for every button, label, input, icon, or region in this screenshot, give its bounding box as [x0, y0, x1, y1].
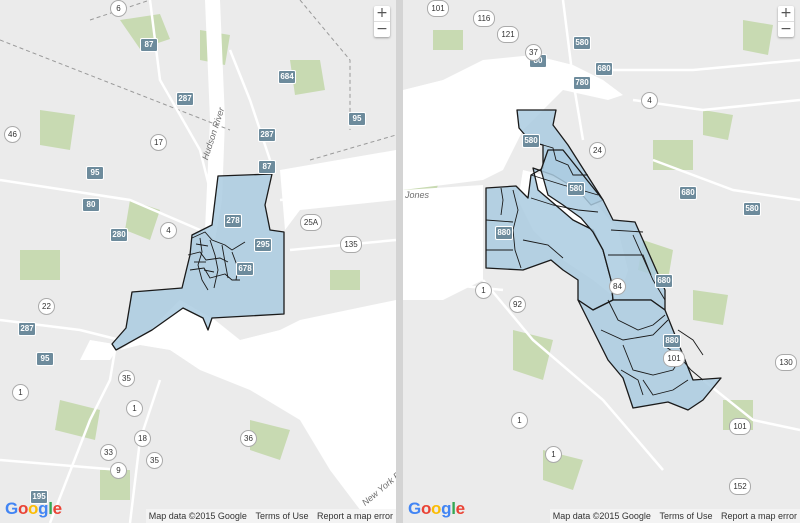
map-canvas-left [0, 0, 396, 523]
route-marker: 101 [427, 0, 449, 17]
route-marker: 18 [134, 430, 151, 447]
interstate-shield: 95 [348, 112, 366, 126]
zoom-control: + − [374, 6, 390, 37]
terms-of-use-link[interactable]: Terms of Use [659, 511, 713, 521]
interstate-shield: 880 [663, 334, 681, 348]
map-new-york[interactable]: Hudson River New York B 87 684 287 287 9… [0, 0, 396, 523]
route-marker: 9 [110, 462, 127, 479]
interstate-shield: 680 [679, 186, 697, 200]
map-bay-area[interactable]: Jones 80 580 780 680 580 580 680 580 880… [403, 0, 800, 523]
route-marker: 1 [511, 412, 528, 429]
route-marker: 1 [545, 446, 562, 463]
route-marker: 84 [609, 278, 626, 295]
interstate-shield: 780 [573, 76, 591, 90]
route-marker: 116 [473, 10, 495, 27]
interstate-shield: 278 [224, 214, 242, 228]
report-map-error-link[interactable]: Report a map error [316, 511, 393, 521]
map-data-attribution: Map data ©2015 Google [552, 511, 651, 521]
interstate-shield: 295 [254, 238, 272, 252]
google-logo[interactable]: Google [5, 499, 62, 518]
interstate-shield: 880 [495, 226, 513, 240]
route-marker: 35 [118, 370, 135, 387]
interstate-shield: 678 [236, 262, 254, 276]
jones-label: Jones [405, 190, 430, 200]
route-marker: 35 [146, 452, 163, 469]
route-marker: 25A [300, 214, 322, 231]
route-marker: 101 [729, 418, 751, 435]
route-marker: 1 [475, 282, 492, 299]
zoom-out-button[interactable]: − [374, 21, 390, 37]
route-marker: 121 [497, 26, 519, 43]
route-marker: 36 [240, 430, 257, 447]
route-marker: 22 [38, 298, 55, 315]
route-marker: 33 [100, 444, 117, 461]
map-canvas-right [403, 0, 800, 490]
map-data-attribution: Map data ©2015 Google [148, 511, 247, 521]
interstate-shield: 580 [522, 134, 540, 148]
route-marker: 152 [729, 478, 751, 495]
interstate-shield: 87 [258, 160, 276, 174]
map-footer: Map data ©2015 Google Terms of Use Repor… [145, 509, 396, 523]
report-map-error-link[interactable]: Report a map error [720, 511, 797, 521]
route-marker: 1 [126, 400, 143, 417]
route-marker: 4 [160, 222, 177, 239]
interstate-shield: 195 [30, 490, 48, 504]
interstate-shield: 95 [86, 166, 104, 180]
route-marker: 92 [509, 296, 526, 313]
route-marker: 1 [12, 384, 29, 401]
route-marker: 4 [641, 92, 658, 109]
interstate-shield: 95 [36, 352, 54, 366]
interstate-shield: 580 [567, 182, 585, 196]
google-logo[interactable]: Google [408, 499, 465, 518]
zoom-out-button[interactable]: − [778, 21, 794, 37]
interstate-shield: 287 [258, 128, 276, 142]
route-marker: 46 [4, 126, 21, 143]
map-footer: Map data ©2015 Google Terms of Use Repor… [549, 509, 800, 523]
route-marker: 135 [340, 236, 362, 253]
zoom-in-button[interactable]: + [780, 5, 792, 21]
route-marker: 130 [775, 354, 797, 371]
interstate-shield: 680 [595, 62, 613, 76]
route-marker: 101 [663, 350, 685, 367]
interstate-shield: 580 [573, 36, 591, 50]
interstate-shield: 87 [140, 38, 158, 52]
interstate-shield: 287 [176, 92, 194, 106]
interstate-shield: 280 [110, 228, 128, 242]
route-marker: 24 [589, 142, 606, 159]
route-marker: 37 [525, 44, 542, 61]
route-marker: 17 [150, 134, 167, 151]
map-divider [396, 0, 403, 523]
interstate-shield: 680 [655, 274, 673, 288]
terms-of-use-link[interactable]: Terms of Use [255, 511, 309, 521]
zoom-in-button[interactable]: + [376, 5, 388, 21]
interstate-shield: 580 [743, 202, 761, 216]
route-marker: 6 [110, 0, 127, 17]
interstate-shield: 287 [18, 322, 36, 336]
interstate-shield: 684 [278, 70, 296, 84]
zoom-control: + − [778, 6, 794, 37]
interstate-shield: 80 [82, 198, 100, 212]
